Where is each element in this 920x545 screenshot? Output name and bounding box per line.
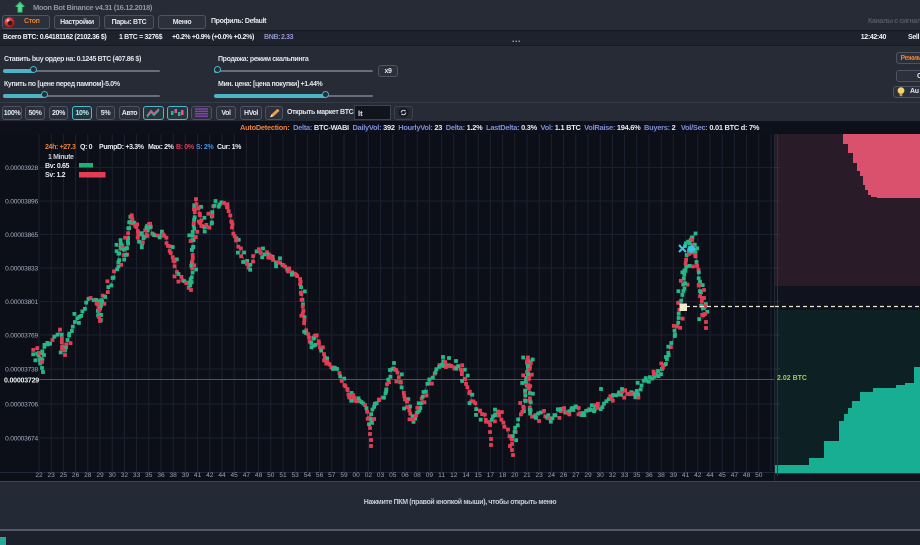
svg-text:35: 35 xyxy=(633,472,641,479)
svg-text:42: 42 xyxy=(694,472,702,479)
svg-text:44: 44 xyxy=(218,472,226,479)
svg-text:03: 03 xyxy=(377,472,385,479)
svg-text:30: 30 xyxy=(597,472,605,479)
svg-text:0.00003738: 0.00003738 xyxy=(5,367,38,374)
svg-text:0.00003769: 0.00003769 xyxy=(5,333,38,340)
svg-text:00: 00 xyxy=(353,472,361,479)
svg-text:39: 39 xyxy=(182,472,190,479)
svg-text:29: 29 xyxy=(96,472,104,479)
svg-text:45: 45 xyxy=(231,472,239,479)
svg-text:27: 27 xyxy=(572,472,580,479)
svg-text:26: 26 xyxy=(72,472,80,479)
svg-text:0.00003865: 0.00003865 xyxy=(5,232,38,239)
svg-text:50: 50 xyxy=(755,472,763,479)
svg-text:38: 38 xyxy=(170,472,178,479)
svg-text:32: 32 xyxy=(121,472,129,479)
svg-text:28: 28 xyxy=(84,472,92,479)
svg-text:45: 45 xyxy=(719,472,727,479)
svg-text:48: 48 xyxy=(743,472,751,479)
svg-text:54: 54 xyxy=(304,472,312,479)
svg-text:12: 12 xyxy=(450,472,458,479)
svg-text:02: 02 xyxy=(365,472,373,479)
svg-text:57: 57 xyxy=(328,472,336,479)
svg-text:0.00003706: 0.00003706 xyxy=(5,402,38,409)
svg-text:0.00003833: 0.00003833 xyxy=(5,266,38,273)
svg-text:30: 30 xyxy=(109,472,117,479)
svg-text:25: 25 xyxy=(60,472,68,479)
svg-text:29: 29 xyxy=(584,472,592,479)
svg-text:15: 15 xyxy=(475,472,483,479)
svg-text:08: 08 xyxy=(414,472,422,479)
svg-text:32: 32 xyxy=(609,472,617,479)
svg-text:44: 44 xyxy=(706,472,714,479)
svg-text:48: 48 xyxy=(255,472,263,479)
svg-text:50: 50 xyxy=(267,472,275,479)
svg-text:56: 56 xyxy=(316,472,324,479)
svg-text:23: 23 xyxy=(48,472,56,479)
svg-text:17: 17 xyxy=(487,472,495,479)
svg-text:35: 35 xyxy=(145,472,153,479)
svg-text:21: 21 xyxy=(523,472,531,479)
svg-text:36: 36 xyxy=(645,472,653,479)
svg-text:33: 33 xyxy=(621,472,629,479)
svg-text:14: 14 xyxy=(462,472,470,479)
svg-text:23: 23 xyxy=(536,472,544,479)
svg-text:36: 36 xyxy=(157,472,165,479)
svg-text:47: 47 xyxy=(731,472,739,479)
svg-text:0.00003896: 0.00003896 xyxy=(5,199,38,206)
svg-text:0.00003729: 0.00003729 xyxy=(4,378,39,385)
svg-text:38: 38 xyxy=(658,472,666,479)
svg-text:41: 41 xyxy=(194,472,202,479)
svg-text:24: 24 xyxy=(548,472,556,479)
svg-text:41: 41 xyxy=(682,472,690,479)
svg-text:20: 20 xyxy=(511,472,519,479)
svg-text:09: 09 xyxy=(426,472,434,479)
svg-text:33: 33 xyxy=(133,472,141,479)
svg-text:06: 06 xyxy=(401,472,409,479)
svg-text:0.00003801: 0.00003801 xyxy=(5,299,38,306)
svg-text:0.00003674: 0.00003674 xyxy=(5,436,38,443)
svg-text:22: 22 xyxy=(35,472,43,479)
svg-text:53: 53 xyxy=(292,472,300,479)
svg-text:51: 51 xyxy=(279,472,287,479)
svg-text:18: 18 xyxy=(499,472,507,479)
svg-text:26: 26 xyxy=(560,472,568,479)
svg-text:2.02 BTC: 2.02 BTC xyxy=(777,375,807,382)
svg-text:11: 11 xyxy=(438,472,445,479)
svg-text:39: 39 xyxy=(670,472,678,479)
svg-text:42: 42 xyxy=(206,472,214,479)
svg-text:59: 59 xyxy=(340,472,348,479)
svg-text:05: 05 xyxy=(389,472,397,479)
svg-text:47: 47 xyxy=(243,472,251,479)
svg-text:0.00003928: 0.00003928 xyxy=(5,165,38,172)
